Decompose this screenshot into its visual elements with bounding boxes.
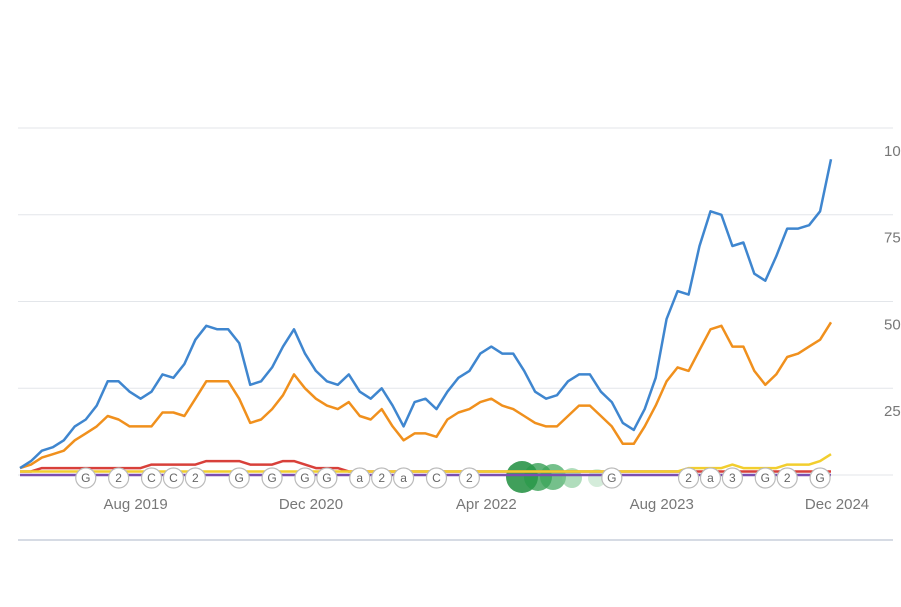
annotation-label: C xyxy=(432,471,441,485)
x-tick-label: Dec 2020 xyxy=(279,496,343,513)
series-line xyxy=(19,321,833,470)
annotation-bubble xyxy=(809,467,831,489)
annotation-bubble xyxy=(458,467,480,489)
annotation-label: a xyxy=(400,471,407,485)
annotation: a xyxy=(349,467,371,489)
y-tick-label: 75 xyxy=(884,230,901,247)
y-tick-label: 50 xyxy=(884,316,901,333)
annotation-label: 2 xyxy=(115,471,122,485)
annotation-bubble xyxy=(677,467,700,489)
annotation: 2 xyxy=(677,467,700,489)
annotation-label: G xyxy=(815,471,824,485)
annotation-label: 2 xyxy=(378,471,385,485)
annotation-label: 2 xyxy=(466,471,473,485)
y-tick-label: 100 xyxy=(884,143,901,160)
annotation: C xyxy=(425,467,448,489)
annotation-bubble xyxy=(316,467,338,489)
annotation-bubble xyxy=(776,467,798,489)
annotation-bubble xyxy=(699,467,722,489)
annotation: G xyxy=(294,467,316,489)
annotation-bubble xyxy=(721,467,744,489)
annotation-label: a xyxy=(356,471,363,485)
annotation-bubble xyxy=(108,467,130,489)
x-tick-label: Aug 2019 xyxy=(103,496,167,513)
annotation: 2 xyxy=(371,467,393,489)
marker-blob xyxy=(588,469,606,487)
lines xyxy=(19,158,833,477)
annotation: G xyxy=(316,467,338,489)
annotation-bubble xyxy=(261,467,283,489)
annotation-bubble xyxy=(601,467,623,489)
annotation: 2 xyxy=(184,467,206,489)
annotation-bubble xyxy=(349,467,371,489)
annotation-bubble xyxy=(184,467,206,489)
annotation-label: 2 xyxy=(685,471,692,485)
marker-blob xyxy=(562,468,582,488)
annotation-bubble xyxy=(140,467,163,489)
annotation: 2 xyxy=(108,467,130,489)
annotation-label: G xyxy=(267,471,276,485)
annotation-label: G xyxy=(81,471,90,485)
annotation: 3 xyxy=(721,467,744,489)
annotation-label: 2 xyxy=(784,471,791,485)
annotation-bubble xyxy=(371,467,393,489)
annotation-label: G xyxy=(300,471,309,485)
annotation-bubble xyxy=(75,467,97,489)
annotation-label: C xyxy=(169,471,178,485)
annotation: a xyxy=(699,467,722,489)
series-line xyxy=(19,158,833,470)
x-tick-label: Aug 2023 xyxy=(630,496,694,513)
annotation-bubble xyxy=(294,467,316,489)
annotation: G xyxy=(754,467,776,489)
annotation: G xyxy=(75,467,97,489)
annotation-label: 3 xyxy=(729,471,736,485)
annotation: G xyxy=(601,467,623,489)
annotation: C xyxy=(140,467,163,489)
annotation-label: G xyxy=(607,471,616,485)
annotation-label: G xyxy=(235,471,244,485)
annotation: G xyxy=(261,467,283,489)
x-tick-label: Dec 2024 xyxy=(805,496,869,513)
annotation: 2 xyxy=(776,467,798,489)
annotation-bubble xyxy=(162,467,185,489)
annotation-label: G xyxy=(322,471,331,485)
y-tick-label: 25 xyxy=(884,403,901,420)
annotation: G xyxy=(809,467,831,489)
annotation: C xyxy=(162,467,185,489)
annotation-label: 2 xyxy=(192,471,199,485)
annotation-bubble xyxy=(754,467,776,489)
annotation-bubble xyxy=(393,467,415,489)
x-tick-label: Apr 2022 xyxy=(456,496,517,513)
annotation-bubble xyxy=(425,467,448,489)
annotation-label: C xyxy=(147,471,156,485)
annotation-label: a xyxy=(707,471,714,485)
annotation: 2 xyxy=(458,467,480,489)
annotation: a xyxy=(393,467,415,489)
annotation-label: G xyxy=(761,471,770,485)
annotation-bubble xyxy=(228,467,250,489)
annotation: G xyxy=(228,467,250,489)
